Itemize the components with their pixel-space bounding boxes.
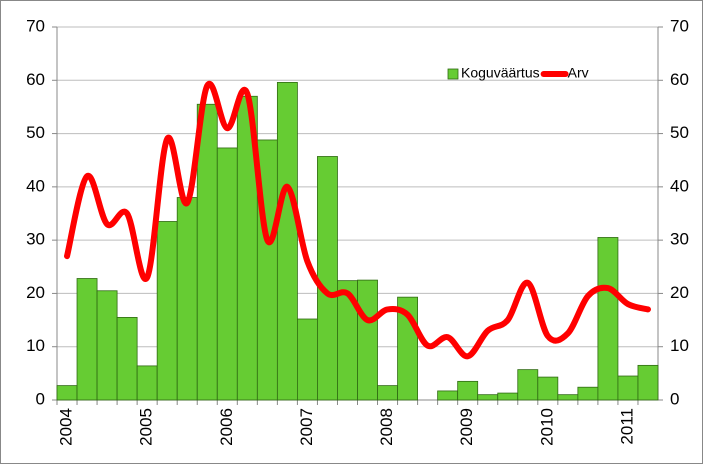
bar (136, 365, 158, 401)
x-tick-label: 2004 (57, 408, 76, 446)
y-tick-label: 50 (26, 123, 45, 142)
legend-swatch (447, 68, 459, 80)
bar (116, 317, 138, 401)
y2-tick-label: 50 (670, 123, 689, 142)
y2-tick-label: 20 (670, 283, 689, 302)
y2-tick-label: 40 (670, 176, 689, 195)
line (64, 80, 651, 360)
bar (517, 369, 539, 401)
y2-tick-label: 70 (670, 16, 689, 35)
y2-tick-label: 30 (670, 230, 689, 249)
bar (377, 385, 398, 401)
y2-tick-label: 0 (670, 389, 679, 408)
y-tick-label: 20 (26, 283, 45, 302)
bar (196, 103, 218, 401)
bar (216, 147, 238, 401)
bar (497, 392, 519, 401)
bar (457, 380, 479, 401)
bar (56, 385, 78, 401)
legend-label: Koguväärtus (461, 65, 540, 81)
x-tick-label: 2008 (377, 408, 396, 446)
y-tick-label: 70 (26, 16, 45, 35)
x-tick-label: 2006 (217, 408, 236, 446)
bar (156, 221, 178, 401)
x-tick-label: 2011 (617, 408, 636, 445)
y-tick-label: 40 (26, 176, 45, 195)
bar (577, 386, 599, 401)
y-tick-label: 0 (36, 389, 45, 408)
bar (176, 197, 198, 401)
x-tick-label: 2010 (537, 408, 556, 446)
bar (357, 279, 378, 401)
x-tick-label: 2005 (137, 408, 156, 446)
legend-label: Arv (568, 65, 589, 81)
bar (617, 375, 639, 401)
y2-tick-label: 10 (670, 336, 689, 355)
y2-tick-label: 60 (670, 70, 689, 89)
y-tick-label: 10 (26, 336, 45, 355)
bar (477, 394, 499, 401)
y-tick-label: 60 (26, 70, 45, 89)
bar (537, 376, 559, 401)
x-tick-label: 2007 (297, 408, 316, 446)
bar (96, 290, 118, 401)
bar (557, 394, 579, 401)
bar (637, 364, 659, 401)
y-tick-label: 30 (26, 230, 45, 249)
bar (76, 278, 98, 401)
bar (597, 237, 619, 401)
bar (276, 82, 298, 401)
bar (437, 390, 459, 401)
bar (296, 318, 318, 401)
x-tick-label: 2009 (457, 408, 476, 446)
bar (317, 156, 338, 401)
